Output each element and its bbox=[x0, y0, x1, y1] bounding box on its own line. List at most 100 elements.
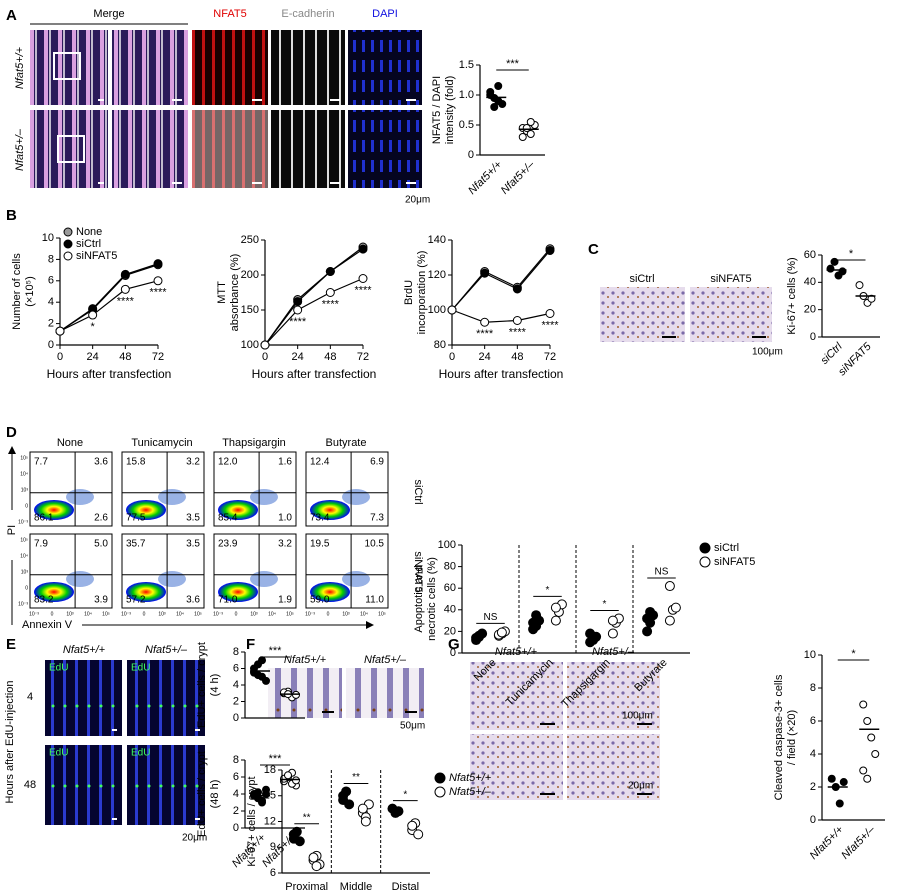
y-tick-label: 6 bbox=[810, 715, 816, 727]
data-point bbox=[293, 305, 303, 315]
series-line bbox=[59, 263, 159, 332]
flow-tick: 0 bbox=[25, 503, 28, 509]
quadrant-value: 15.8 bbox=[126, 457, 146, 468]
flow-density bbox=[250, 489, 278, 505]
y-tick-label: 1.0 bbox=[459, 89, 474, 101]
stain-label: EdU bbox=[49, 663, 68, 674]
data-point bbox=[358, 274, 368, 283]
y-tick-label: 200 bbox=[241, 269, 259, 281]
data-point bbox=[153, 259, 163, 269]
quadrant-value: 57.2 bbox=[126, 595, 146, 606]
data-point bbox=[496, 627, 507, 638]
data-point bbox=[827, 774, 836, 783]
ihc-image bbox=[567, 662, 660, 730]
data-point bbox=[293, 297, 303, 307]
ihc-image bbox=[600, 287, 685, 342]
x-tick-label: Nfat5+/+ bbox=[466, 158, 505, 197]
flow-density bbox=[218, 582, 258, 602]
row-label: 4 bbox=[27, 691, 33, 703]
series-line bbox=[264, 248, 364, 346]
y-tick-label: 6 bbox=[233, 771, 239, 783]
data-point bbox=[120, 284, 130, 294]
data-point bbox=[863, 774, 872, 783]
data-point bbox=[55, 326, 65, 336]
data-point bbox=[512, 284, 522, 294]
quadrant-value: 10.5 bbox=[365, 539, 385, 550]
data-point bbox=[855, 281, 864, 290]
legend-marker bbox=[63, 251, 73, 261]
significance-label: * bbox=[403, 789, 407, 800]
y-tick-label: 20 bbox=[444, 625, 456, 637]
quadrant-value: 6.9 bbox=[370, 457, 384, 468]
x-tick-label: 48 bbox=[511, 351, 523, 363]
y-tick-label: 40 bbox=[804, 276, 816, 288]
ihc-image bbox=[346, 668, 424, 718]
quadrant-value: 2.6 bbox=[94, 513, 108, 524]
ihc-image bbox=[567, 734, 660, 800]
flow-tick: 10⁵ bbox=[102, 611, 110, 617]
flow-tick: 10⁴ bbox=[20, 471, 28, 477]
data-point bbox=[407, 820, 418, 831]
column-label: Nfat5+/– bbox=[145, 644, 188, 656]
scale-bars bbox=[98, 99, 766, 820]
y-tick-label: 100 bbox=[438, 539, 456, 551]
flow-tick: 10⁴ bbox=[20, 553, 28, 559]
flow-tick: 10³ bbox=[66, 611, 74, 617]
significance-label: **** bbox=[476, 328, 494, 340]
ihc-image bbox=[470, 734, 563, 800]
data-point bbox=[254, 671, 262, 680]
x-tick-label: 48 bbox=[324, 351, 336, 363]
legend-marker bbox=[63, 227, 73, 237]
significance-label: *** bbox=[506, 58, 520, 70]
x-tick-label: Middle bbox=[340, 881, 372, 893]
y-tick-label: 120 bbox=[428, 269, 446, 281]
column-label: Tunicamycin bbox=[131, 437, 192, 449]
row-label: Nfat5+/– bbox=[14, 128, 26, 171]
panel-letter: E bbox=[6, 636, 16, 653]
x-tick-label: 72 bbox=[152, 351, 164, 363]
y-tick-label: 2 bbox=[233, 695, 239, 707]
flow-tick: 10⁻³ bbox=[29, 611, 39, 617]
row-label: 48 bbox=[24, 779, 36, 791]
y-tick-label: 2 bbox=[810, 781, 816, 793]
scale-label: 20μm bbox=[628, 781, 653, 792]
data-point bbox=[480, 268, 490, 278]
y-tick-label: 4 bbox=[48, 296, 54, 308]
flow-tick: 10⁻³ bbox=[18, 519, 28, 525]
data-point bbox=[871, 750, 880, 758]
significance-label: *** bbox=[269, 753, 283, 765]
significance-label: **** bbox=[354, 284, 372, 296]
quadrant-value: 3.6 bbox=[186, 595, 200, 606]
data-point bbox=[258, 656, 266, 665]
y-tick-label: 18 bbox=[264, 764, 276, 776]
y-tick-label: 0 bbox=[810, 814, 816, 826]
significance-label: * bbox=[546, 585, 550, 596]
data-point bbox=[393, 806, 404, 817]
flow-tick: 10³ bbox=[250, 611, 258, 617]
column-label: Nfat5+/+ bbox=[63, 644, 106, 656]
y-axis-label: MTT bbox=[216, 281, 228, 304]
quadrant-value: 35.7 bbox=[126, 539, 146, 550]
flow-tick: 0 bbox=[143, 611, 146, 617]
data-point bbox=[588, 633, 599, 644]
quadrant-value: 1.9 bbox=[278, 595, 292, 606]
stain-label: EdU bbox=[131, 748, 150, 759]
data-point bbox=[839, 778, 848, 787]
data-point bbox=[494, 82, 503, 90]
data-point bbox=[153, 276, 163, 286]
y-axis-label: (4 h) bbox=[209, 674, 221, 697]
y-axis-label: EdU+ cells / crypt bbox=[196, 642, 208, 728]
data-point bbox=[88, 310, 98, 320]
column-label: Thapsigargin bbox=[222, 437, 286, 449]
y-axis-label: intensity (fold) bbox=[444, 76, 456, 144]
y-axis-label: / field (×20) bbox=[786, 710, 798, 765]
significance-label: *** bbox=[269, 645, 283, 657]
y-axis-label: absorbance (%) bbox=[229, 254, 241, 332]
quadrant-value: 12.0 bbox=[218, 457, 238, 468]
flow-tick: 10⁵ bbox=[378, 611, 386, 617]
data-point bbox=[344, 799, 355, 810]
x-tick-label: siCtrl bbox=[818, 340, 845, 367]
edu-image bbox=[127, 745, 205, 825]
x-tick-label: Proximal bbox=[285, 881, 328, 893]
data-point bbox=[120, 269, 130, 279]
